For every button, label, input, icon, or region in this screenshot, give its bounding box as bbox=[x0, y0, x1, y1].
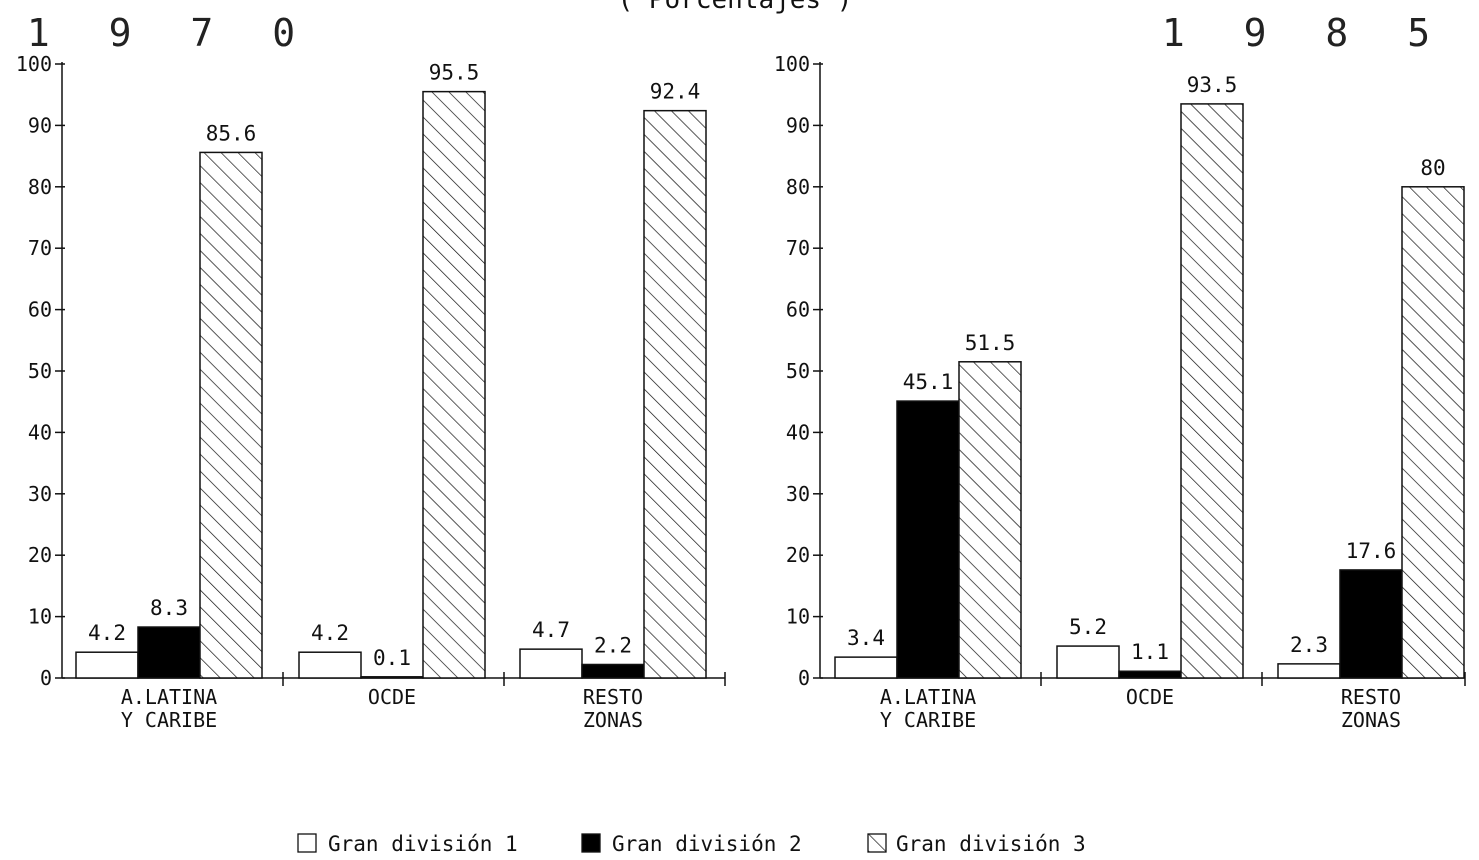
bar-div2 bbox=[360, 676, 424, 679]
category-label: ZONAS bbox=[583, 708, 643, 732]
bar-div2 bbox=[896, 400, 960, 679]
value-label: 45.1 bbox=[903, 370, 954, 394]
bar-div3 bbox=[1401, 186, 1465, 679]
value-label: 85.6 bbox=[206, 121, 257, 145]
legend-swatch bbox=[297, 833, 317, 853]
value-label: 0.1 bbox=[373, 646, 411, 670]
bar-div3 bbox=[422, 90, 486, 679]
value-label: 2.3 bbox=[1290, 633, 1328, 657]
y-tick-label: 100 bbox=[774, 52, 810, 76]
y-tick-label: 0 bbox=[40, 666, 52, 690]
category-label: Y CARIBE bbox=[121, 708, 217, 732]
category-label: Y CARIBE bbox=[880, 708, 976, 732]
legend-label: Gran división 2 bbox=[612, 832, 802, 856]
chart-panel-1985: 1 9 8 5 0 10 20 30 40 50 60 70 80 90 100 3.4 45.1 51.5… bbox=[774, 11, 1466, 732]
y-tick-label: 30 bbox=[786, 482, 810, 506]
bar-div1 bbox=[298, 651, 362, 679]
bar-div3 bbox=[1180, 103, 1244, 679]
value-label: 4.2 bbox=[88, 621, 126, 645]
y-tick-label: 20 bbox=[28, 543, 52, 567]
value-label: 4.7 bbox=[532, 618, 570, 642]
category-label: ZONAS bbox=[1341, 708, 1401, 732]
y-tick-label: 60 bbox=[28, 298, 52, 322]
y-tick-label: 80 bbox=[786, 175, 810, 199]
value-label: 5.2 bbox=[1069, 615, 1107, 639]
bar-div1 bbox=[75, 651, 139, 679]
y-tick-label: 100 bbox=[16, 52, 52, 76]
chart-subtitle: ( Porcentajes ) bbox=[618, 0, 853, 15]
value-label: 3.4 bbox=[847, 626, 885, 650]
legend-swatch bbox=[867, 833, 887, 853]
bar-div1 bbox=[1277, 663, 1341, 679]
y-tick-label: 40 bbox=[28, 420, 52, 444]
chart-panel-1970: 1 9 7 0 0 10 20 30 40 50 60 70 80 90 100 4.2 8.3 85.6 A… bbox=[16, 11, 726, 732]
legend-swatch bbox=[581, 833, 601, 853]
y-tick-label: 90 bbox=[786, 113, 810, 137]
value-label: 8.3 bbox=[150, 596, 188, 620]
y-tick-label: 20 bbox=[786, 543, 810, 567]
category-label: RESTO bbox=[583, 685, 643, 709]
category-label: RESTO bbox=[1341, 685, 1401, 709]
y-tick-label: 80 bbox=[28, 175, 52, 199]
bar-div3 bbox=[199, 151, 263, 679]
bar-div3 bbox=[958, 361, 1022, 679]
value-label: 92.4 bbox=[650, 80, 701, 104]
panel-title: 1 9 7 0 bbox=[27, 11, 313, 55]
bar-div3 bbox=[643, 109, 707, 679]
category-label: A.LATINA bbox=[880, 685, 976, 709]
bar-div2 bbox=[581, 663, 645, 679]
bar-div2 bbox=[137, 626, 201, 679]
legend-label: Gran división 3 bbox=[896, 832, 1086, 856]
legend-label: Gran división 1 bbox=[328, 832, 518, 856]
value-label: 80 bbox=[1420, 156, 1445, 180]
y-tick-label: 10 bbox=[28, 605, 52, 629]
y-tick-label: 30 bbox=[28, 482, 52, 506]
value-label: 4.2 bbox=[311, 621, 349, 645]
bar-div2 bbox=[1118, 670, 1182, 679]
value-label: 2.2 bbox=[594, 633, 632, 657]
y-tick-label: 70 bbox=[786, 236, 810, 260]
bar-div2 bbox=[1339, 569, 1403, 679]
category-label: OCDE bbox=[368, 685, 416, 709]
y-tick-label: 60 bbox=[786, 298, 810, 322]
legend: Gran división 1 Gran división 2 Gran divis… bbox=[297, 832, 1086, 856]
category-label: OCDE bbox=[1126, 685, 1174, 709]
value-label: 1.1 bbox=[1131, 640, 1169, 664]
y-tick-label: 50 bbox=[786, 359, 810, 383]
bar-div1 bbox=[519, 648, 583, 679]
y-tick-label: 70 bbox=[28, 236, 52, 260]
bar-div1 bbox=[834, 656, 898, 679]
value-label: 95.5 bbox=[429, 61, 480, 85]
y-tick-label: 0 bbox=[798, 666, 810, 690]
y-tick-label: 90 bbox=[28, 113, 52, 137]
y-tick-label: 40 bbox=[786, 420, 810, 444]
y-tick-label: 10 bbox=[786, 605, 810, 629]
category-label: A.LATINA bbox=[121, 685, 217, 709]
value-label: 93.5 bbox=[1187, 73, 1238, 97]
value-label: 51.5 bbox=[965, 331, 1016, 355]
panel-title: 1 9 8 5 bbox=[1162, 11, 1448, 55]
y-tick-label: 50 bbox=[28, 359, 52, 383]
bar-div1 bbox=[1056, 645, 1120, 679]
value-label: 17.6 bbox=[1346, 539, 1397, 563]
